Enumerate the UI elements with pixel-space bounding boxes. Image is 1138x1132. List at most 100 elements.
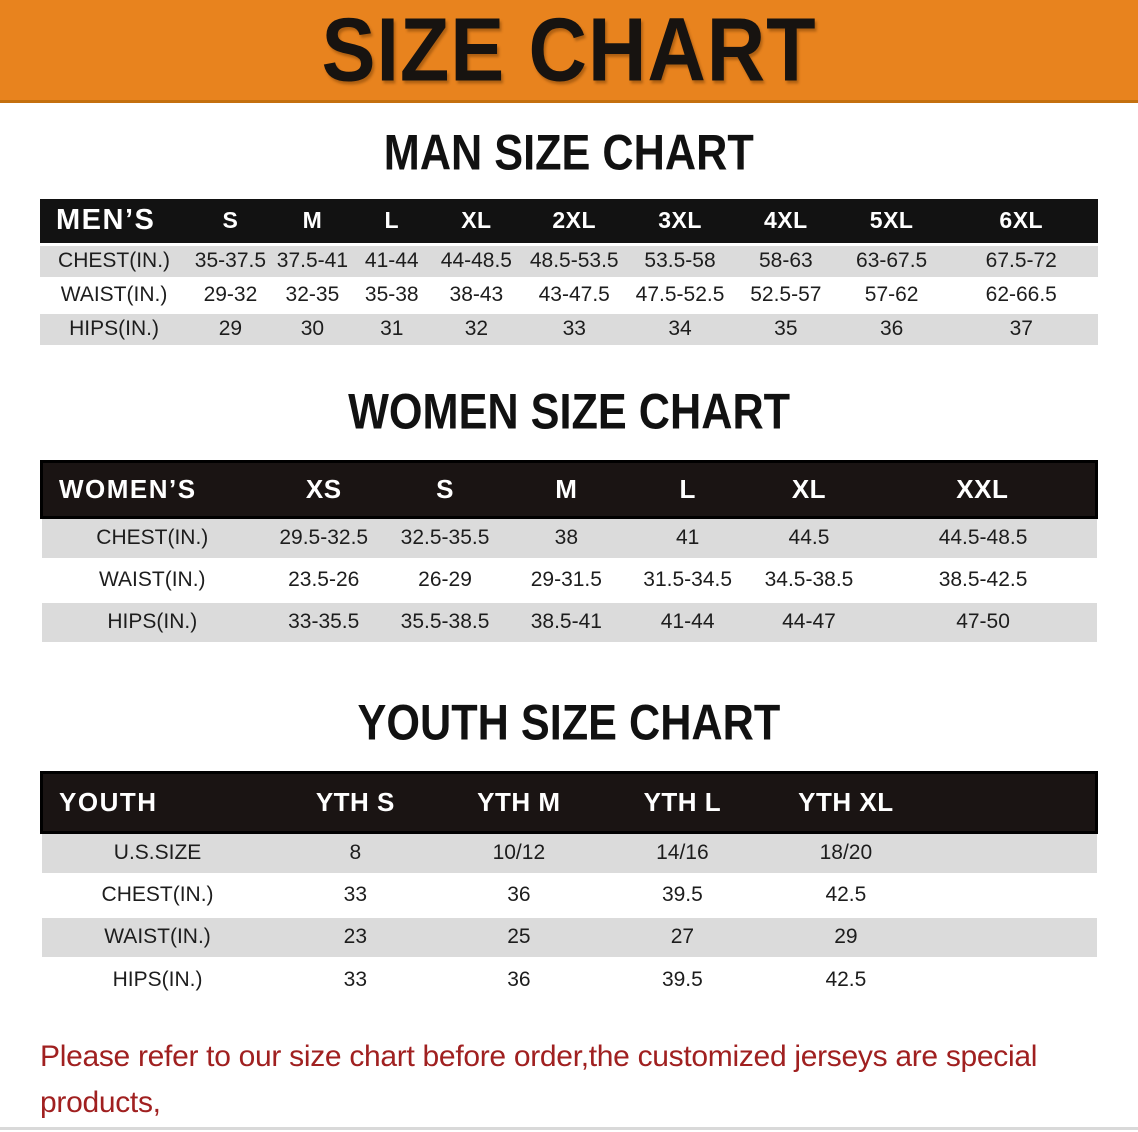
size-cell: 18/20	[819, 841, 873, 864]
disclaimer: Please refer to our size chart before or…	[40, 1034, 1098, 1132]
size-cell: 35-38	[364, 283, 419, 306]
size-cell: 41-44	[364, 249, 419, 272]
size-cell: 67.5-72	[985, 249, 1057, 272]
women-col-header-s: S	[384, 459, 506, 519]
size-cell: 44.5	[788, 526, 830, 549]
women-col-header-m: M	[505, 459, 627, 519]
size-cell: 36	[507, 967, 531, 991]
women-header-row: WOMEN’S XS S M L XL XXL	[40, 459, 1098, 519]
spacer-cell	[928, 958, 1097, 1000]
size-cell: 35-37.5	[194, 249, 267, 272]
spacer-cell	[927, 770, 1098, 834]
size-cell: 42.5	[825, 883, 867, 906]
size-cell: 33	[343, 883, 368, 906]
size-cell: 52.5-57	[750, 283, 822, 306]
youth-col-header-yth-s: YTH S	[273, 770, 438, 834]
row-label: HIPS(IN.)	[69, 317, 159, 340]
youth-chest-row: CHEST(IN.) 33 36 39.5 42.5	[41, 874, 1097, 916]
size-cell: 36	[879, 317, 904, 340]
size-cell: 42.5	[825, 967, 867, 991]
men-hips-row: HIPS(IN.) 29 30 31 32 33 34 35 36 37	[40, 312, 1098, 346]
size-cell: 8	[349, 841, 362, 864]
size-cell: 43-47.5	[538, 283, 610, 306]
women-section-heading: WOMEN SIZE CHART	[0, 384, 1138, 438]
men-section-heading-text: MAN SIZE CHART	[384, 123, 754, 181]
men-col-header-3xl: 3XL	[627, 199, 733, 244]
youth-col-header-yth-xl: YTH XL	[764, 770, 928, 834]
women-col-header-xxl: XXL	[869, 459, 1098, 519]
size-cell: 38.5-41	[530, 610, 602, 633]
women-col-header-l: L	[627, 459, 749, 519]
size-cell: 39.5	[661, 967, 703, 991]
spacer-cell	[928, 874, 1097, 916]
men-col-header-5xl: 5XL	[838, 199, 945, 244]
youth-section-heading-text: YOUTH SIZE CHART	[357, 693, 781, 750]
youth-col-header-yth-l: YTH L	[600, 770, 765, 834]
size-cell: 39.5	[661, 883, 703, 906]
men-section-heading: MAN SIZE CHART	[0, 123, 1138, 181]
size-cell: 47.5-52.5	[635, 283, 725, 306]
size-cell: 29-31.5	[530, 568, 602, 591]
size-cell: 25	[507, 925, 531, 948]
size-cell: 48.5-53.5	[529, 249, 619, 272]
size-cell: 38	[554, 526, 579, 549]
size-cell: 37.5-41	[276, 249, 349, 272]
size-cell: 29	[218, 317, 243, 340]
size-cell: 58-63	[758, 249, 813, 272]
row-label: WAIST(IN.)	[60, 283, 168, 306]
men-col-header-6xl: 6XL	[944, 199, 1098, 244]
men-col-header-4xl: 4XL	[732, 199, 839, 244]
men-col-header-s: S	[188, 199, 273, 244]
women-chest-row: CHEST(IN.) 29.5-32.5 32.5-35.5 38 41 44.…	[41, 517, 1097, 559]
women-col-header-xl: XL	[748, 459, 870, 519]
women-hips-row: HIPS(IN.) 33-35.5 35.5-38.5 38.5-41 41-4…	[41, 601, 1097, 643]
size-cell: 62-66.5	[985, 283, 1057, 306]
men-col-header-l: L	[352, 199, 432, 244]
spacer-cell	[928, 916, 1097, 958]
size-cell: 29	[834, 925, 858, 948]
size-cell: 34	[668, 317, 692, 340]
size-cell: 32.5-35.5	[400, 526, 490, 549]
size-cell: 31	[380, 317, 404, 340]
men-col-header-xl: XL	[431, 199, 522, 244]
size-cell: 14/16	[656, 841, 709, 864]
size-cell: 63-67.5	[856, 249, 928, 272]
size-cell: 32	[464, 317, 489, 340]
size-cell: 29.5-32.5	[279, 526, 369, 549]
size-cell: 34.5-38.5	[764, 568, 854, 591]
row-label: WAIST(IN.)	[99, 568, 206, 591]
row-label: CHEST(IN.)	[58, 249, 171, 272]
women-waist-row: WAIST(IN.) 23.5-26 26-29 29-31.5 31.5-34…	[41, 559, 1097, 601]
size-cell: 31.5-34.5	[643, 568, 733, 591]
men-chest-row: CHEST(IN.) 35-37.5 37.5-41 41-44 44-48.5…	[40, 244, 1098, 278]
youth-hips-row: HIPS(IN.) 33 36 39.5 42.5	[41, 958, 1097, 1000]
size-cell: 35.5-38.5	[400, 610, 490, 633]
size-cell: 10/12	[492, 841, 546, 864]
size-cell: 32-35	[285, 283, 340, 306]
men-header-label: MEN’S	[40, 199, 189, 244]
women-size-table: WOMEN’S XS S M L XL XXL CHEST(IN.) 29.5-…	[40, 459, 1098, 645]
row-label: WAIST(IN.)	[104, 925, 211, 948]
women-col-header-xs: XS	[263, 459, 385, 519]
men-waist-row: WAIST(IN.) 29-32 32-35 35-38 38-43 43-47…	[40, 278, 1098, 312]
size-cell: 27	[670, 925, 695, 948]
men-col-header-m: M	[272, 199, 353, 244]
row-label: CHEST(IN.)	[101, 883, 214, 906]
size-cell: 29-32	[203, 283, 258, 306]
size-cell: 33	[562, 317, 586, 340]
size-cell: 47-50	[956, 610, 1010, 633]
row-label: U.S.SIZE	[113, 841, 202, 864]
youth-size-table: YOUTH YTH S YTH M YTH L YTH XL U.S.SIZE …	[39, 770, 1098, 1000]
size-cell: 30	[300, 317, 325, 340]
size-cell: 35	[774, 317, 798, 340]
size-cell: 23	[343, 925, 368, 948]
youth-header-row: YOUTH YTH S YTH M YTH L YTH XL	[39, 770, 1098, 834]
image-bottom-edge	[0, 1127, 1138, 1130]
banner-title: SIZE CHART	[321, 0, 817, 100]
size-cell: 23.5-26	[288, 568, 360, 591]
size-cell: 38-43	[449, 283, 504, 306]
size-cell: 44-47	[782, 610, 836, 633]
women-header-label: WOMEN’S	[40, 459, 264, 519]
size-cell: 41	[675, 526, 700, 549]
